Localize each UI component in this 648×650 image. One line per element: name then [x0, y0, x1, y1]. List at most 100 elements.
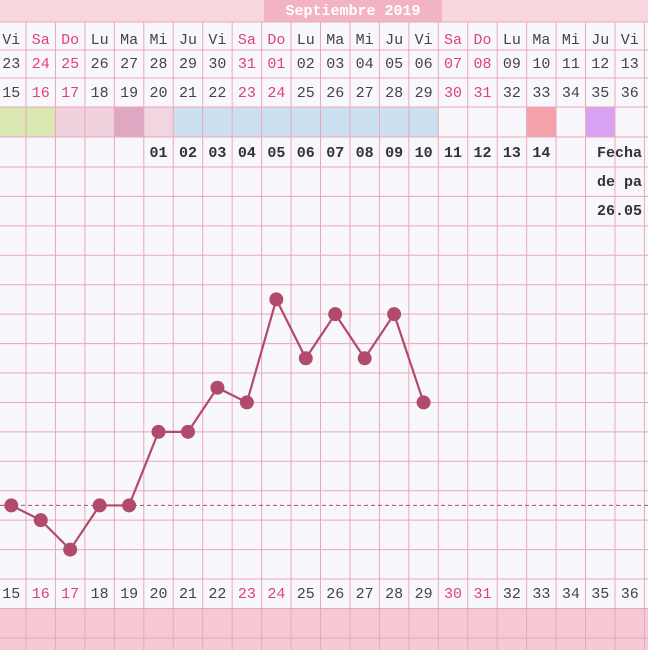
- temperature-point: [269, 292, 284, 307]
- phase-day-label: 12: [473, 145, 491, 162]
- cycle-day-label: 18: [91, 85, 109, 102]
- weekday-label: Do: [61, 32, 79, 49]
- cycle-day-label: 28: [385, 586, 403, 603]
- cycle-day-label: 26: [326, 586, 344, 603]
- phase-day-label: 08: [356, 145, 374, 162]
- day-marker: [26, 107, 56, 137]
- cycle-day-label: 25: [297, 586, 315, 603]
- note: de pa: [597, 174, 642, 191]
- weekday-label: Ju: [591, 32, 609, 49]
- temperature-point: [63, 542, 78, 557]
- date-label: 11: [562, 56, 580, 73]
- phase-day-label: 04: [238, 145, 256, 162]
- note: Fecha: [597, 145, 642, 162]
- cycle-day-label: 20: [150, 586, 168, 603]
- phase-day-label: 13: [503, 145, 521, 162]
- weekday-label: Vi: [621, 32, 639, 49]
- date-label: 04: [356, 56, 374, 73]
- weekday-label: Mi: [356, 32, 374, 49]
- temperature-point: [387, 307, 402, 322]
- day-marker: [408, 107, 439, 137]
- cycle-day-label: 35: [591, 586, 609, 603]
- date-label: 06: [415, 56, 433, 73]
- phase-day-label: 01: [150, 145, 168, 162]
- weekday-label: Mi: [562, 32, 580, 49]
- cycle-day-label: 27: [356, 85, 374, 102]
- cycle-day-label: 33: [532, 85, 550, 102]
- day-marker: [379, 107, 409, 137]
- day-marker: [320, 107, 350, 137]
- date-label: 30: [208, 56, 226, 73]
- temperature-point: [416, 395, 431, 410]
- cycle-day-label: 28: [385, 85, 403, 102]
- temperature-point: [210, 380, 225, 395]
- title-box: [264, 0, 442, 22]
- temperature-point: [328, 307, 343, 322]
- weekday-label: Sa: [238, 32, 256, 49]
- day-marker: [585, 107, 615, 137]
- date-label: 03: [326, 56, 344, 73]
- cycle-day-label: 15: [2, 85, 20, 102]
- cycle-day-label: 36: [621, 85, 639, 102]
- cycle-day-label: 33: [532, 586, 550, 603]
- cycle-day-label: 19: [120, 85, 138, 102]
- day-marker: [173, 107, 203, 137]
- date-label: 28: [150, 56, 168, 73]
- cycle-day-label: 16: [32, 586, 50, 603]
- cycle-day-label: 22: [208, 586, 226, 603]
- day-marker: [202, 107, 233, 137]
- cycle-day-label: 25: [297, 85, 315, 102]
- cycle-day-label: 30: [444, 85, 462, 102]
- cycle-day-label: 22: [208, 85, 226, 102]
- cycle-day-label: 18: [91, 586, 109, 603]
- cycle-day-label: 36: [621, 586, 639, 603]
- cycle-day-label: 15: [2, 586, 20, 603]
- temperature-point: [4, 498, 19, 513]
- cycle-day-label: 21: [179, 586, 197, 603]
- cycle-day-label: 24: [267, 85, 285, 102]
- weekday-label: Mi: [150, 32, 168, 49]
- date-label: 25: [61, 56, 79, 73]
- date-label: 27: [120, 56, 138, 73]
- temperature-point: [151, 424, 166, 439]
- cycle-day-label: 31: [473, 586, 491, 603]
- phase-day-label: 11: [444, 145, 462, 162]
- weekday-label: Vi: [415, 32, 433, 49]
- date-label: 24: [32, 56, 50, 73]
- cycle-day-label: 30: [444, 586, 462, 603]
- temperature-point: [239, 395, 254, 410]
- cycle-day-label: 29: [415, 586, 433, 603]
- date-label: 29: [179, 56, 197, 73]
- date-label: 12: [591, 56, 609, 73]
- phase-day-label: 07: [326, 145, 344, 162]
- weekday-label: Lu: [503, 32, 521, 49]
- date-label: 09: [503, 56, 521, 73]
- bottom-band: [0, 608, 648, 650]
- temperature-point: [122, 498, 137, 513]
- weekday-label: Ma: [532, 32, 550, 49]
- cycle-day-label: 32: [503, 586, 521, 603]
- phase-day-label: 02: [179, 145, 197, 162]
- weekday-label: Sa: [32, 32, 50, 49]
- date-label: 01: [267, 56, 285, 73]
- day-marker: [349, 107, 380, 137]
- weekday-label: Lu: [297, 32, 315, 49]
- cycle-day-label: 19: [120, 586, 138, 603]
- day-marker: [0, 107, 27, 137]
- weekday-label: Vi: [2, 32, 20, 49]
- temperature-point: [357, 351, 372, 366]
- cycle-day-label: 26: [326, 85, 344, 102]
- note: 26.05: [597, 203, 642, 220]
- weekday-label: Do: [267, 32, 285, 49]
- weekday-label: Vi: [208, 32, 226, 49]
- phase-day-label: 09: [385, 145, 403, 162]
- phase-day-label: 05: [267, 145, 285, 162]
- cycle-day-label: 23: [238, 586, 256, 603]
- phase-day-label: 06: [297, 145, 315, 162]
- day-marker: [114, 107, 144, 137]
- date-label: 26: [91, 56, 109, 73]
- cycle-day-label: 16: [32, 85, 50, 102]
- day-marker: [55, 107, 85, 137]
- day-marker: [291, 107, 321, 137]
